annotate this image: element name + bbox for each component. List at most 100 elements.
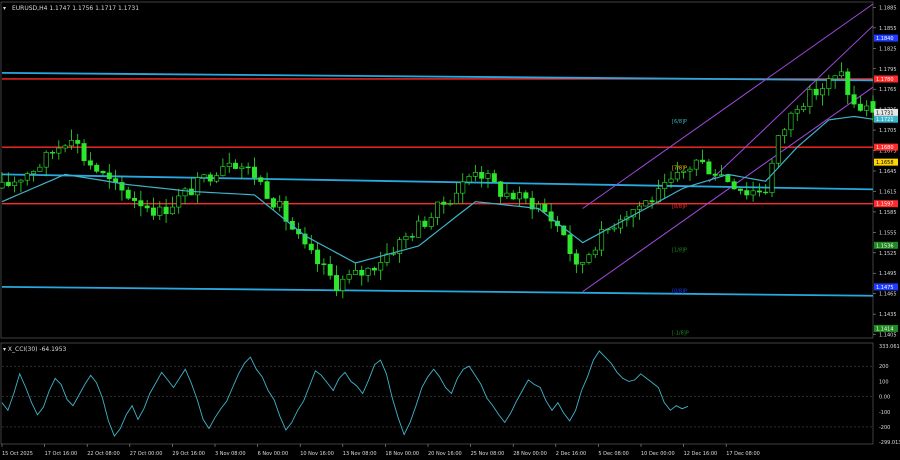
- candle-body: [567, 234, 573, 254]
- sloped-level: [1, 173, 874, 191]
- candle-body: [636, 205, 642, 210]
- candle-body: [277, 200, 283, 208]
- candle-body: [649, 200, 655, 203]
- candle-body: [302, 233, 308, 245]
- price-tick-label: 1.1675: [879, 149, 897, 155]
- channel-line: [708, 25, 874, 183]
- time-tick-label: 28 Nov 00:00: [513, 451, 547, 457]
- price-tag-label: 1.1680: [876, 145, 894, 151]
- candle-body: [87, 160, 93, 166]
- price-tick-label: 1.1855: [879, 26, 897, 32]
- price-tick-label: 1.1435: [879, 312, 897, 318]
- candle-body: [359, 270, 365, 276]
- candle-body: [737, 188, 743, 191]
- candle-body: [485, 173, 491, 179]
- candle-body: [712, 173, 718, 176]
- candle-body: [31, 171, 37, 175]
- price-tick-label: 1.1495: [879, 271, 897, 277]
- candle-body: [643, 200, 649, 207]
- candle-body: [12, 181, 18, 186]
- candle-body: [226, 162, 232, 167]
- time-tick-label: 15 Oct 2025: [2, 451, 33, 457]
- current-price-tag: [874, 108, 898, 116]
- price-tick-label: 1.1705: [879, 128, 897, 134]
- candle-body: [56, 147, 62, 154]
- price-tag: [874, 158, 898, 166]
- cci-tick-label: -100: [879, 410, 890, 416]
- candle-body: [315, 249, 321, 265]
- symbol-label: EURUSD,H4 1.1747 1.1756 1.1717 1.1731: [12, 5, 139, 12]
- candle-body: [611, 227, 617, 230]
- time-tick-label: 6 Nov 00:00: [258, 451, 289, 457]
- price-tag: [874, 75, 898, 83]
- candle-body: [801, 106, 807, 110]
- price-tick-label: 1.1645: [879, 169, 897, 175]
- candle-body: [813, 88, 819, 96]
- time-tick-label: 10 Dec 00:00: [641, 451, 675, 457]
- time-tick-label: 20 Nov 16:00: [428, 451, 462, 457]
- candle-body: [18, 179, 24, 183]
- candle-body: [144, 205, 150, 209]
- candle-body: [599, 229, 605, 251]
- level-lines: [1, 3, 874, 297]
- candle-body: [245, 166, 251, 169]
- candle-body: [668, 178, 674, 183]
- candle-body: [163, 206, 169, 215]
- channel-line: [582, 3, 874, 209]
- time-tick-label: 12 Dec 16:00: [684, 451, 718, 457]
- candle-body: [807, 88, 813, 107]
- candle-body: [308, 243, 314, 251]
- candle-body: [788, 112, 794, 131]
- candle-body: [270, 198, 276, 208]
- candle-body: [138, 200, 144, 207]
- menu-arrow-icon[interactable]: ▾: [3, 5, 6, 12]
- cci-tick-label: 333.061: [879, 344, 900, 350]
- candle-body: [435, 201, 440, 218]
- cci-line: [1, 350, 689, 437]
- cci-tick-label: 0.00: [879, 395, 890, 401]
- candle-body: [725, 174, 731, 182]
- price-tag: [874, 115, 898, 123]
- sloped-level: [1, 285, 874, 297]
- candle-body: [573, 253, 579, 265]
- price-tag: [874, 241, 898, 249]
- time-tick-label: 22 Oct 08:00: [87, 451, 120, 457]
- candle-body: [782, 129, 788, 136]
- candle-body: [466, 176, 472, 183]
- candle-body: [371, 267, 377, 271]
- time-tick-label: 25 Nov 08:00: [471, 451, 505, 457]
- candle-body: [378, 262, 384, 271]
- price-tag-label: 1.1780: [876, 77, 894, 83]
- moving-average: [1, 115, 874, 264]
- candle-body: [472, 172, 478, 177]
- candle-body: [744, 190, 750, 196]
- candle-body: [693, 159, 699, 170]
- candle-body: [5, 181, 11, 186]
- candle-body: [630, 209, 636, 218]
- price-tag-label: 1.1597: [876, 202, 894, 208]
- candle-body: [43, 152, 49, 168]
- price-tick-label: 1.1885: [879, 5, 897, 11]
- candle-body: [352, 270, 358, 275]
- murray-label: [7/8]P: [672, 166, 687, 172]
- candle-body: [794, 109, 800, 114]
- cci-frame: [0, 342, 874, 445]
- candle-body: [195, 177, 201, 196]
- candle-body: [150, 207, 156, 216]
- candle-body: [820, 88, 826, 96]
- candle-body: [0, 181, 5, 189]
- candle-body: [169, 206, 175, 215]
- candle-body: [321, 263, 327, 265]
- murray-label: [1/8]P: [672, 247, 687, 253]
- candle-body: [769, 162, 775, 193]
- candle-body: [201, 174, 207, 178]
- candle-body: [119, 182, 125, 191]
- candle-body: [498, 181, 504, 197]
- time-tick-label: 5 Dec 08:00: [598, 451, 628, 457]
- candle-body: [264, 181, 270, 199]
- candle-body: [706, 161, 712, 175]
- candle-body: [340, 278, 346, 291]
- candle-body: [49, 152, 55, 154]
- time-tick-label: 17 Oct 16:00: [45, 451, 78, 457]
